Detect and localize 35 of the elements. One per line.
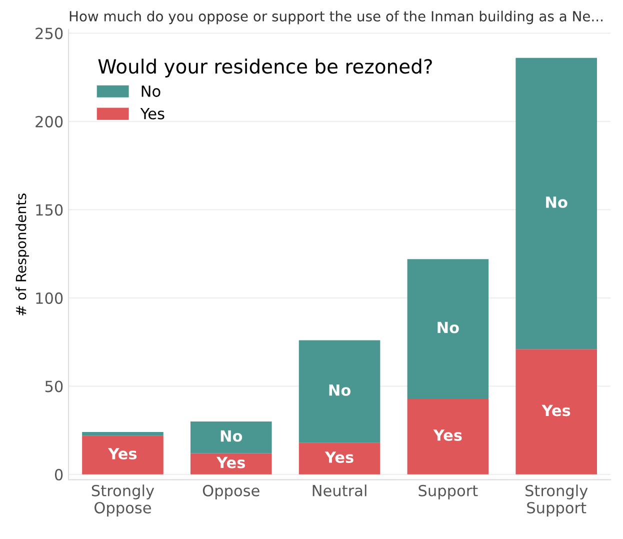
legend-title: Would your residence be rezoned?: [98, 58, 432, 78]
data-label: No: [546, 196, 568, 208]
bar: [190, 453, 272, 474]
bar: [298, 340, 380, 443]
y-tick-label: 200: [36, 116, 63, 128]
chart-title: How much do you oppose or support the use of the Inman building as a Ne...: [70, 10, 602, 24]
bar: [516, 349, 597, 474]
legend-label: Yes: [140, 108, 164, 120]
data-label: No: [438, 322, 459, 334]
y-tick-label: 50: [45, 380, 63, 392]
x-tick-label: Support: [418, 484, 478, 500]
x-tick-label: Oppose: [202, 484, 260, 500]
y-tick-label: 0: [54, 468, 63, 480]
data-label: No: [220, 430, 242, 442]
y-tick-label: 100: [36, 292, 63, 304]
bar: [190, 421, 272, 454]
data-label: Yes: [216, 456, 245, 468]
bar: [407, 259, 489, 399]
legend-label: No: [142, 86, 160, 97]
data-label: No: [329, 384, 351, 396]
bar: [298, 442, 380, 474]
y-tick-label: 250: [36, 28, 63, 40]
data-label: Yes: [433, 430, 462, 441]
data-label: Yes: [108, 448, 137, 460]
data-label: Yes: [324, 452, 354, 463]
y-tick-label: 150: [36, 204, 63, 216]
bar: [82, 436, 164, 474]
x-tick-label: Strongly Oppose: [92, 484, 154, 516]
y-axis-title: # of Respondents: [16, 194, 29, 316]
bar: [407, 398, 489, 474]
data-label: Yes: [542, 404, 570, 416]
bar: [82, 432, 164, 436]
bar: [516, 58, 597, 350]
x-tick-label: Neutral: [312, 484, 366, 496]
x-tick-label: Strongly Support: [526, 484, 588, 516]
